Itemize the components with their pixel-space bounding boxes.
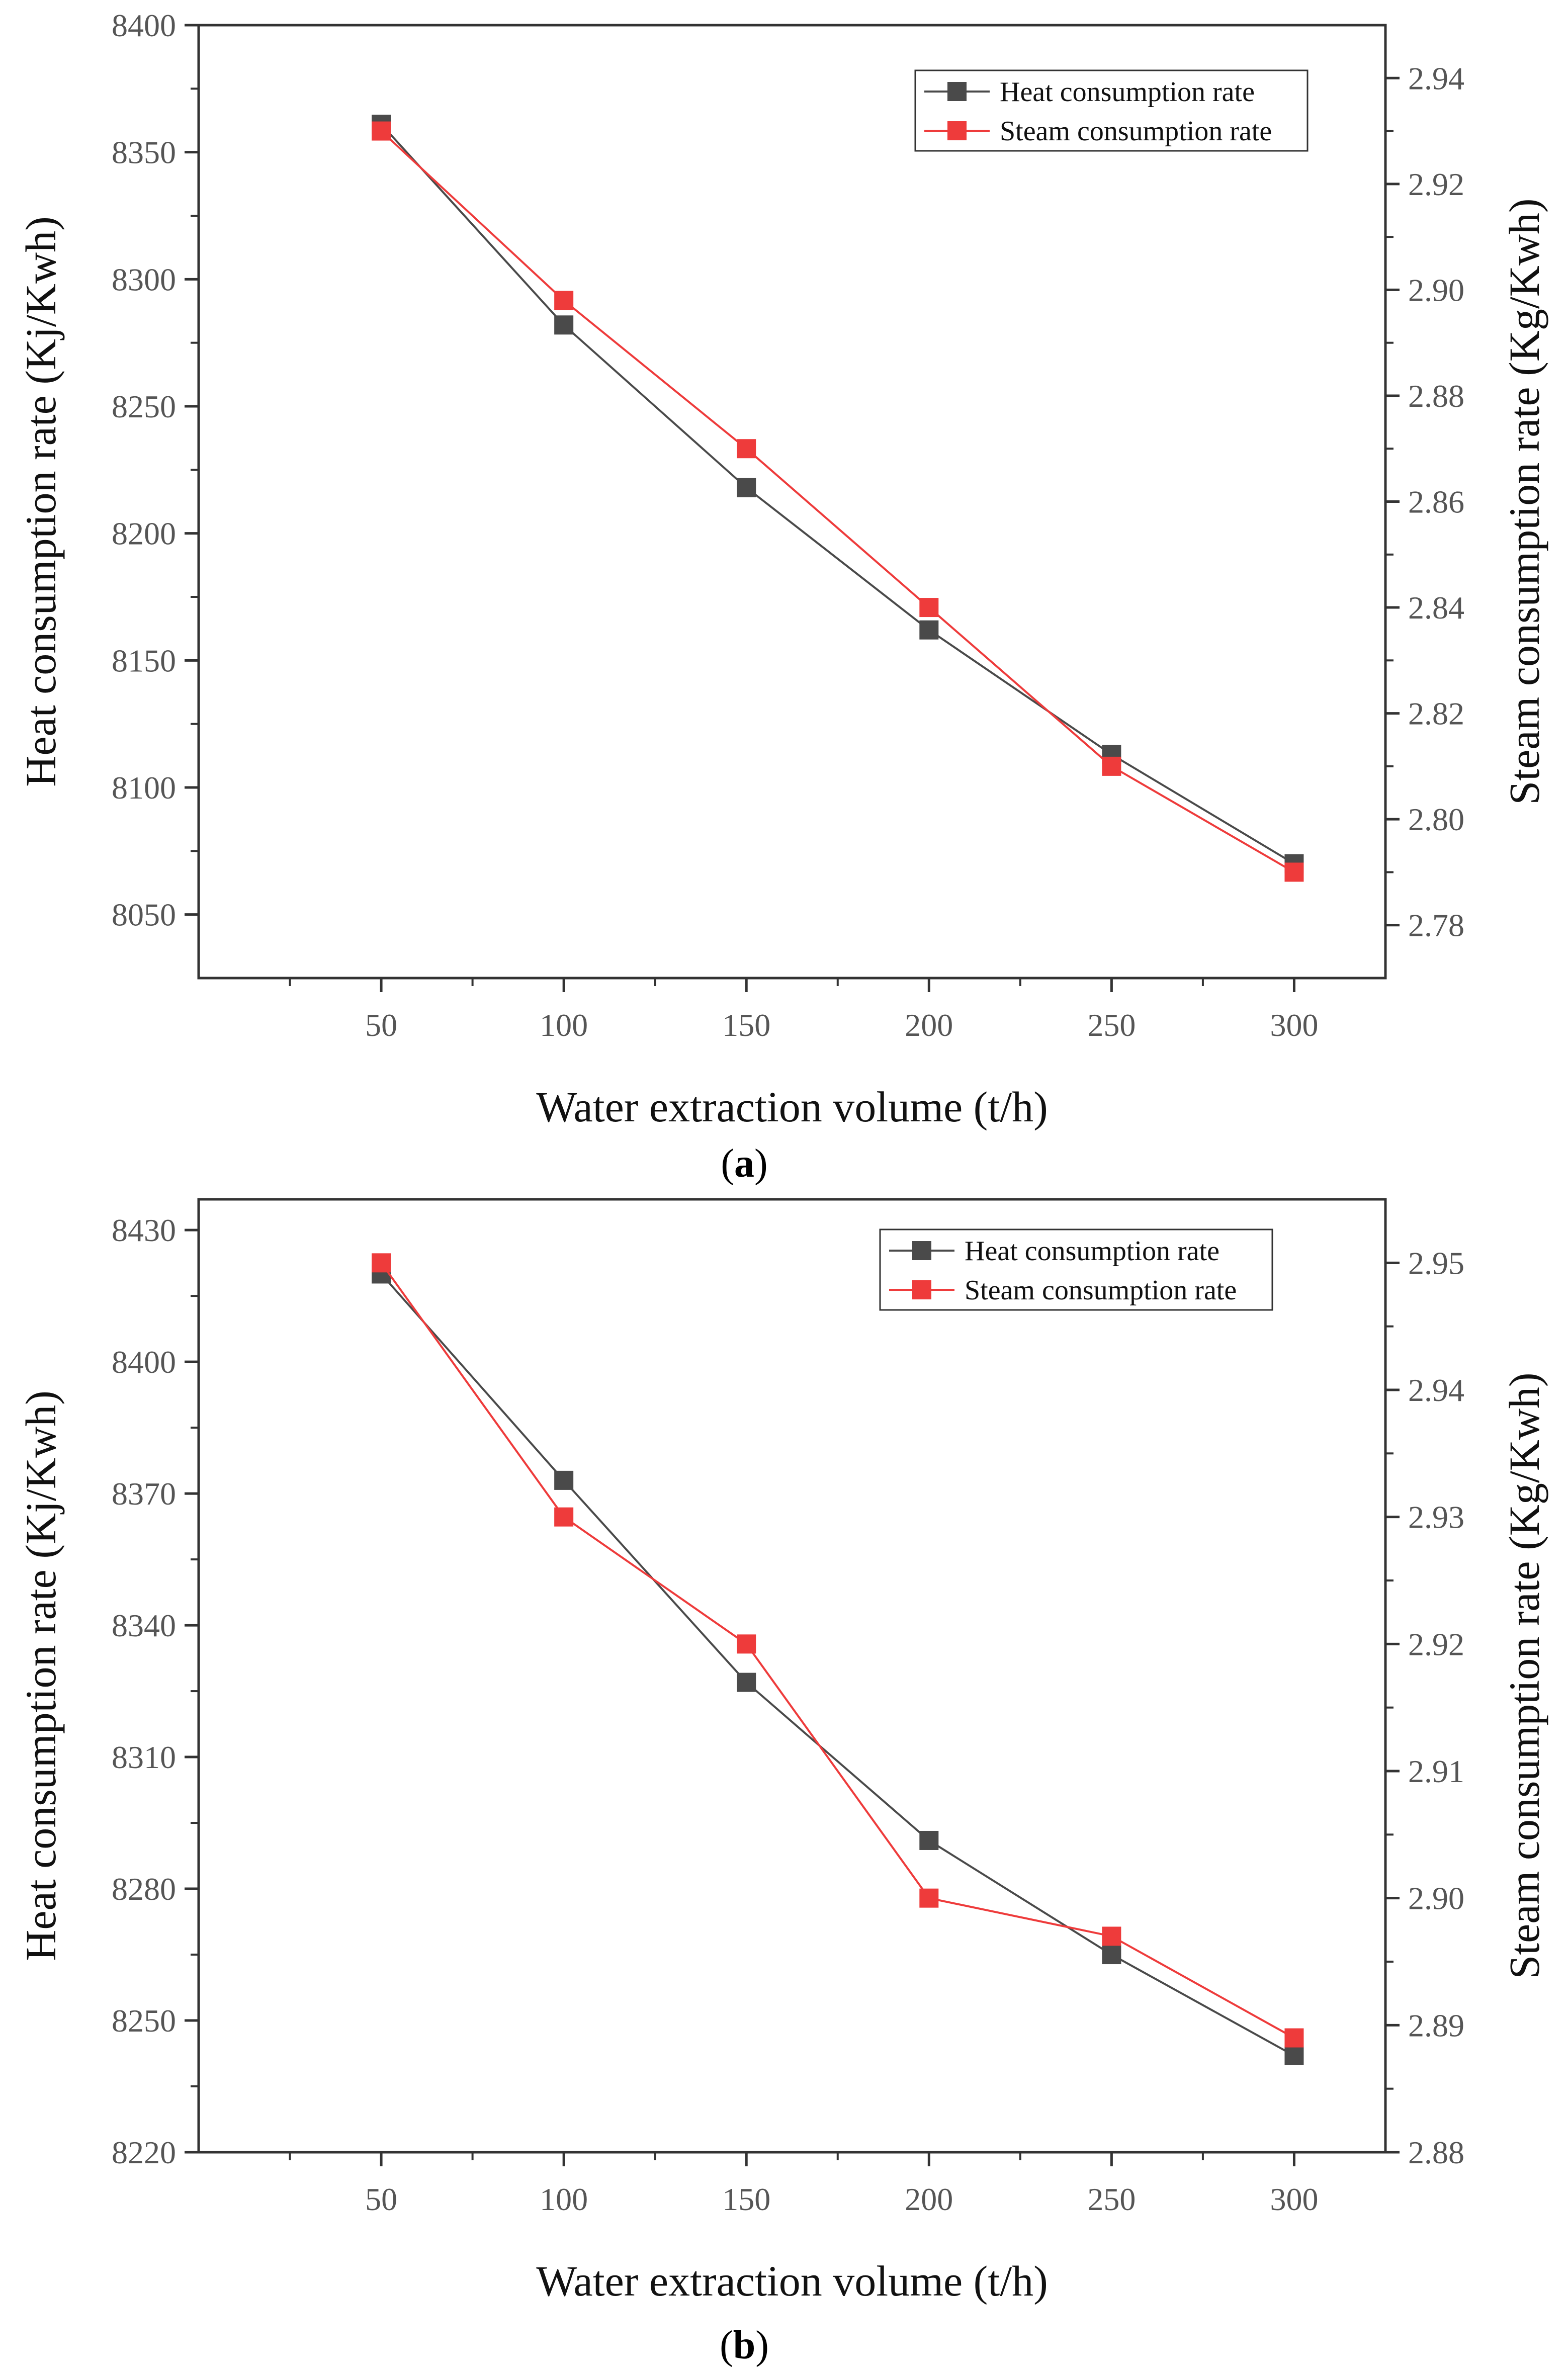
chart-panel-a: 50 100 150 200 250 300 8050 8100 8150 8200 8250 830…: [17, 8, 1548, 1186]
y2-tick-label: 2.78: [1408, 908, 1464, 943]
y2-axis-title: Steam consumption rate (Kg/Kwh): [1500, 198, 1548, 805]
y2-tick-label: 2.82: [1408, 696, 1464, 732]
legend: Heat consumption rate Steam consumption r…: [879, 1228, 1273, 1311]
y-tick-label: 8280: [112, 1871, 176, 1907]
y-tick-label: 8250: [112, 389, 176, 424]
y2-tick-label: 2.86: [1408, 484, 1464, 520]
legend-marker: [912, 1241, 931, 1260]
data-point-steam: [919, 598, 939, 618]
y2-tick-label: 2.95: [1408, 1245, 1464, 1281]
data-point-steam: [1284, 862, 1304, 882]
data-point-steam: [372, 121, 391, 141]
y2-tick-label: 2.91: [1408, 1753, 1464, 1789]
data-point-heat: [554, 315, 574, 335]
x-axis-title: Water extraction volume (t/h): [536, 1083, 1048, 1131]
y2-tick-label: 2.92: [1408, 166, 1464, 202]
y-tick-label: 8100: [112, 770, 176, 806]
y2-tick-label: 2.88: [1408, 378, 1464, 414]
data-point-heat: [1284, 2046, 1304, 2065]
y2-tick-label: 2.89: [1408, 2007, 1464, 2043]
data-point-steam: [919, 1888, 939, 1908]
series-line-steam: [380, 130, 1295, 873]
data-point-heat: [737, 478, 756, 497]
x-tick-label: 200: [905, 2181, 953, 2217]
x-tick-label: 50: [365, 1007, 397, 1043]
legend-label: Heat consumption rate: [965, 1236, 1219, 1267]
data-point-heat: [737, 1673, 756, 1692]
y-tick-label: 8400: [112, 8, 176, 43]
y2-tick-label: 2.94: [1408, 1372, 1464, 1408]
panel-label: b: [733, 2323, 756, 2367]
y-tick-label: 8220: [112, 2135, 176, 2170]
y-tick-label: 8150: [112, 643, 176, 678]
legend-label: Steam consumption rate: [965, 1275, 1237, 1306]
y-tick-label: 8350: [112, 135, 176, 170]
y-tick-label: 8370: [112, 1476, 176, 1512]
y2-tick-label: 2.92: [1408, 1626, 1464, 1662]
x-tick-label: 300: [1270, 1007, 1318, 1043]
legend: Heat consumption rate Steam consumption r…: [914, 69, 1309, 152]
panel-caption: (a): [721, 1141, 767, 1186]
y2-axis-title: Steam consumption rate (Kg/Kwh): [1500, 1372, 1548, 1979]
x-tick-label: 150: [722, 2181, 770, 2217]
y-tick-label: 8200: [112, 516, 176, 552]
x-tick-label: 50: [365, 2181, 397, 2217]
legend-label: Heat consumption rate: [1000, 76, 1255, 108]
x-tick-label: 250: [1087, 2181, 1136, 2217]
y-tick-label: 8050: [112, 897, 176, 933]
series-line-heat: [380, 123, 1295, 865]
data-point-steam: [1284, 2028, 1304, 2048]
panel-caption: (b): [720, 2323, 769, 2367]
legend-marker: [947, 82, 967, 101]
data-point-heat: [554, 1470, 574, 1490]
y2-tick-label: 2.88: [1408, 2135, 1464, 2170]
legend-box: [879, 1228, 1273, 1311]
plot-frame: [197, 24, 1387, 980]
y-tick-label: 8250: [112, 2003, 176, 2039]
legend-box: [914, 69, 1309, 152]
x-tick-label: 150: [722, 1007, 770, 1043]
y-tick-label: 8340: [112, 1608, 176, 1643]
y2-tick-label: 2.90: [1408, 272, 1464, 308]
y-axis-title: Heat consumption rate (Kj/Kwh): [17, 1390, 65, 1961]
y-tick-label: 8300: [112, 261, 176, 297]
y2-tick-label: 2.84: [1408, 590, 1464, 626]
data-point-heat: [1102, 1945, 1121, 1965]
y-tick-label: 8430: [112, 1212, 176, 1248]
legend-label: Steam consumption rate: [1000, 116, 1272, 147]
plot-frame: [197, 1198, 1387, 2154]
data-point-steam: [1102, 1926, 1121, 1946]
y2-tick-label: 2.93: [1408, 1500, 1464, 1535]
x-tick-label: 200: [905, 1007, 953, 1043]
data-point-steam: [737, 439, 756, 459]
y2-tick-label: 2.90: [1408, 1881, 1464, 1916]
series-line-steam: [380, 1262, 1295, 2039]
data-point-heat: [919, 620, 939, 640]
data-point-steam: [1102, 756, 1121, 776]
data-point-steam: [554, 291, 574, 310]
y2-tick-label: 2.80: [1408, 802, 1464, 837]
panel-label: a: [734, 1141, 754, 1186]
data-point-steam: [554, 1507, 574, 1527]
data-point-heat: [919, 1830, 939, 1850]
legend-marker: [912, 1280, 931, 1299]
x-tick-label: 100: [540, 2181, 588, 2217]
y-tick-label: 8400: [112, 1344, 176, 1380]
x-axis-title: Water extraction volume (t/h): [536, 2257, 1048, 2305]
y-tick-label: 8310: [112, 1739, 176, 1775]
y2-tick-label: 2.94: [1408, 60, 1464, 96]
data-point-steam: [372, 1253, 391, 1273]
data-point-steam: [737, 1634, 756, 1654]
series-line-heat: [380, 1273, 1295, 2057]
x-tick-label: 250: [1087, 1007, 1136, 1043]
y-axis-title: Heat consumption rate (Kj/Kwh): [17, 216, 65, 786]
chart-panel-b: 50 100 150 200 250 300 8220 8250 8280 8310 8340 837…: [17, 1198, 1548, 2367]
x-tick-label: 300: [1270, 2181, 1318, 2217]
x-tick-label: 100: [540, 1007, 588, 1043]
legend-marker: [947, 121, 967, 140]
